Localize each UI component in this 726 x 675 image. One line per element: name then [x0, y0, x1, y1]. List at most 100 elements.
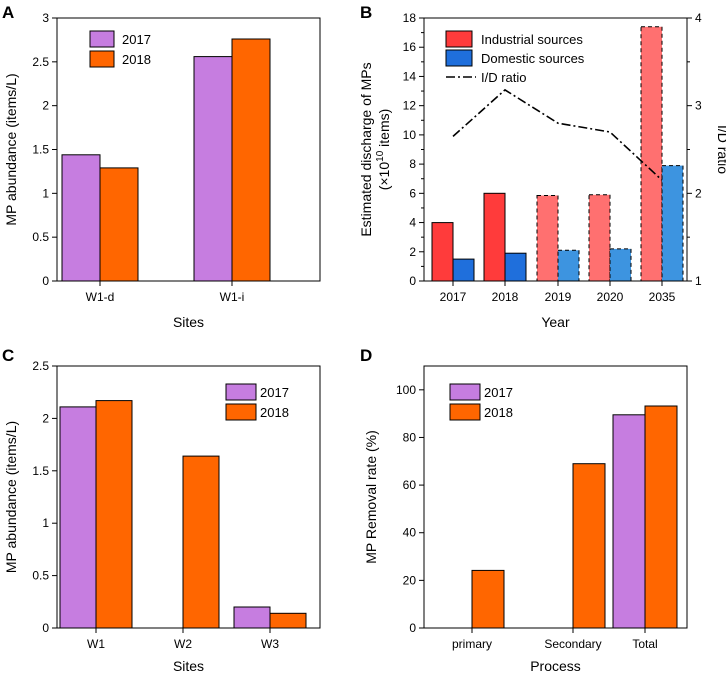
y-tick-label-c: 0: [42, 621, 49, 635]
bar-b-domestic-sources-2018: [504, 252, 527, 282]
x-tick-label-b-2017: 2017: [440, 290, 467, 304]
y-tick-label-d: 20: [403, 573, 417, 587]
bar-b-industrial-sources-2020: [588, 194, 611, 282]
x-axis-label-a: Sites: [173, 314, 204, 330]
x-axis-label-b: Year: [541, 314, 570, 330]
y-tick-label-d: 100: [396, 383, 416, 397]
legend-label-c-2: 2018: [260, 405, 289, 420]
y-tick-label-b: 2: [409, 245, 416, 259]
y-axis-label-b-suffix: items): [376, 109, 392, 151]
legend-label-c-1: 2017: [260, 385, 289, 400]
bar-a-2018-w1-i: [231, 38, 271, 282]
bar-b-industrial-sources-2017: [431, 222, 454, 282]
y-axis-label-c: MP abundance (items/L): [3, 421, 19, 573]
bar-d-2017-total: [612, 414, 646, 629]
legend-swatch-c-2: [225, 403, 257, 421]
y-tick-label-b: 6: [409, 186, 416, 200]
y-tick-label-a: 3: [42, 11, 49, 25]
legend-swatch-b-1: [445, 30, 473, 48]
y-axis-label-b-exponent: 10: [375, 150, 386, 162]
y-tick-label-d: 60: [403, 478, 417, 492]
legend-label-b-ratio: I/D ratio: [481, 70, 527, 85]
y-tick-label-d: 80: [403, 430, 417, 444]
bar-d-2018-primary: [471, 569, 505, 629]
x-tick-label-c-w2: W2: [174, 637, 192, 651]
legend-swatch-d-2: [449, 403, 481, 421]
x-tick-label-b-2020: 2020: [597, 290, 624, 304]
y-tick-label-b: 8: [409, 157, 416, 171]
bar-b-industrial-sources-2019: [536, 195, 559, 282]
x-tick-label-a-w1-d: W1-d: [86, 290, 115, 304]
y-axis-label-b-line1: Estimated discharge of MPs: [358, 62, 374, 236]
legend-label-a-2: 2018: [122, 52, 151, 67]
y-axis-label-d: MP Removal rate (%): [363, 430, 379, 564]
bar-b-industrial-sources-2035: [640, 26, 663, 282]
panel-d: D 0 20 40 60 80 100 primary Secondary Total MP R…: [360, 346, 688, 674]
y-tick-label-b: 18: [403, 11, 417, 25]
y-tick-label-c: 1: [42, 516, 49, 530]
legend-label-a-1: 2017: [122, 32, 151, 47]
bar-d-2018-total: [644, 405, 678, 629]
bar-c-2018-w3: [269, 612, 307, 629]
x-tick-label-b-2035: 2035: [649, 290, 676, 304]
y2-axis-label-b: I/D ratio: [715, 125, 726, 174]
panel-a: A 0 0.5 1 1.5 2 2.5 3 W1-d W1-i MP abundance (it…: [2, 3, 321, 330]
legend-label-b-1: Industrial sources: [481, 32, 583, 47]
y-tick-label-b: 4: [409, 216, 416, 230]
x-tick-label-d-secondary: Secondary: [544, 637, 601, 651]
y-axis-label-b-prefix: (×10: [376, 162, 392, 191]
bar-c-2017-w1: [59, 406, 97, 629]
y-tick-label-d: 40: [403, 526, 417, 540]
y2-tick-label-b: 2: [695, 186, 702, 200]
y-tick-label-a: 0: [42, 274, 49, 288]
panel-c: C 0 0.5 1 1.5 2 2.5 W1 W2 W3 MP abundance (items…: [2, 346, 321, 674]
y-tick-label-a: 2.5: [32, 55, 49, 69]
panel-label-a: A: [2, 3, 14, 22]
plot-frame-c: [56, 365, 321, 629]
legend-d: 2017 2018: [449, 383, 513, 421]
bar-b-domestic-sources-2019: [557, 249, 580, 282]
x-tick-label-a-w1-i: W1-i: [220, 290, 245, 304]
x-tick-label-b-2019: 2019: [545, 290, 572, 304]
bar-d-2018-secondary: [572, 463, 606, 629]
x-tick-label-c-w1: W1: [87, 637, 105, 651]
panel-label-b: B: [360, 3, 372, 22]
x-tick-label-d-primary: primary: [452, 637, 492, 651]
y2-tick-label-b: 4: [695, 11, 702, 25]
bar-b-domestic-sources-2017: [452, 258, 475, 282]
y-tick-label-b: 10: [403, 128, 417, 142]
panel-label-d: D: [360, 346, 372, 365]
panel-label-c: C: [2, 346, 14, 365]
x-tick-label-d-total: Total: [632, 637, 657, 651]
y-axis-label-b-line2: (×1010 items): [375, 109, 392, 191]
plot-frame-d: [423, 365, 688, 629]
legend-label-b-2: Domestic sources: [481, 51, 585, 66]
y2-tick-label-b: 1: [695, 274, 702, 288]
y-tick-label-b: 16: [403, 40, 417, 54]
bar-c-2017-w3: [233, 606, 271, 629]
x-axis-label-d: Process: [530, 658, 581, 674]
x-axis-label-c: Sites: [173, 658, 204, 674]
legend-b: Industrial sources Domestic sources I/D ra…: [445, 30, 585, 85]
legend-c: 2017 2018: [225, 383, 289, 421]
y-tick-label-a: 0.5: [32, 230, 49, 244]
legend-swatch-a-2: [89, 50, 115, 68]
legend-swatch-b-2: [445, 49, 473, 67]
bar-c-2018-w1: [95, 400, 133, 629]
y-tick-label-d: 0: [409, 621, 416, 635]
bar-a-2017-w1-d: [61, 154, 101, 282]
bar-c-2018-w2: [182, 455, 220, 629]
y-tick-label-a: 1.5: [32, 143, 49, 157]
x-tick-label-b-2018: 2018: [492, 290, 519, 304]
id-ratio-line: [452, 88, 663, 181]
legend-swatch-a-1: [89, 30, 115, 48]
bar-b-industrial-sources-2018: [483, 192, 506, 282]
y2-tick-label-b: 3: [695, 99, 702, 113]
y-tick-label-b: 0: [409, 274, 416, 288]
x-tick-label-c-w3: W3: [261, 637, 279, 651]
y-tick-label-a: 1: [42, 186, 49, 200]
bar-a-2017-w1-i: [193, 56, 233, 282]
bar-b-domestic-sources-2035: [661, 165, 684, 282]
